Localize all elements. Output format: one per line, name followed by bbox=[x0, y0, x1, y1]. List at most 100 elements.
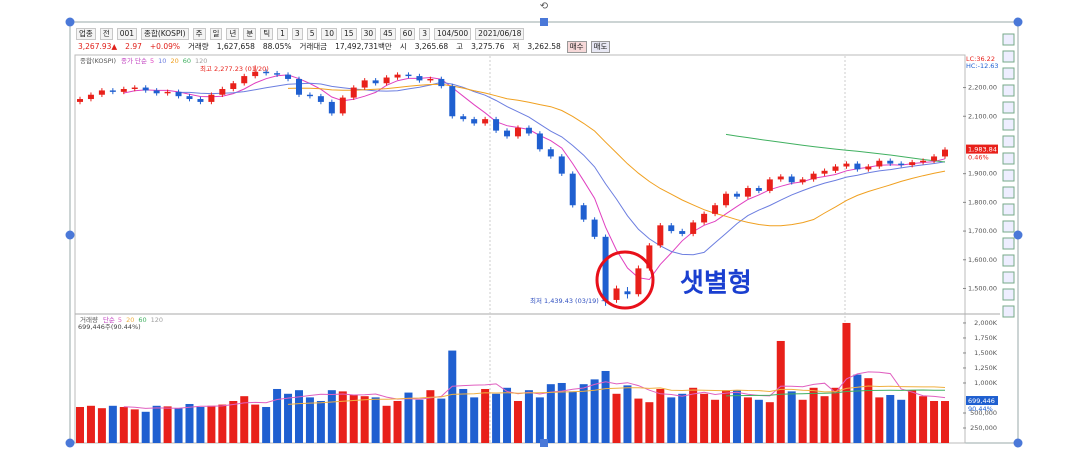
tool-icon[interactable] bbox=[1002, 50, 1015, 63]
toolbar-item[interactable]: 종합(KOSPI) bbox=[141, 28, 189, 40]
tool-icon[interactable] bbox=[1002, 186, 1015, 199]
quote-item[interactable]: 88.05% bbox=[262, 42, 292, 51]
toolbar-item[interactable]: 1 bbox=[277, 28, 288, 40]
toolbar-item[interactable]: 3 bbox=[419, 28, 430, 40]
tool-icon[interactable] bbox=[1002, 203, 1015, 216]
volume-bar bbox=[196, 406, 205, 443]
volume-bar bbox=[853, 374, 862, 443]
volume-bar bbox=[152, 405, 161, 443]
tool-icon[interactable] bbox=[1002, 152, 1015, 165]
quote-item[interactable]: 1,627,658 bbox=[216, 42, 255, 51]
volume-bar bbox=[503, 387, 512, 443]
quote-item[interactable]: 2.97 bbox=[125, 42, 142, 51]
volume-bar bbox=[678, 393, 687, 443]
last-price-label: 1,983.84 bbox=[968, 146, 997, 154]
toolbar-item[interactable]: 3 bbox=[291, 28, 303, 40]
volume-bar bbox=[722, 390, 731, 443]
candle-body bbox=[613, 288, 620, 300]
candle-body bbox=[821, 170, 828, 174]
toolbar-item[interactable]: 60 bbox=[399, 28, 416, 40]
rotate-handle[interactable]: ⟲ bbox=[540, 1, 549, 12]
candle-body bbox=[832, 166, 839, 171]
selection-handle[interactable] bbox=[65, 17, 75, 27]
candle-body bbox=[624, 291, 631, 295]
volume-bar bbox=[130, 409, 139, 443]
toolbar-item[interactable]: 업종 bbox=[76, 28, 96, 40]
tool-icon[interactable] bbox=[1002, 33, 1015, 46]
volume-bar bbox=[141, 411, 150, 443]
quote-item[interactable]: 3,262.58 bbox=[527, 42, 561, 51]
quote-item[interactable]: 3,275.76 bbox=[471, 42, 505, 51]
tool-icon[interactable] bbox=[1002, 118, 1015, 131]
candle-body bbox=[865, 166, 872, 170]
quote-item[interactable]: 매수 bbox=[566, 41, 587, 53]
quote-item[interactable]: 시 bbox=[399, 42, 407, 51]
toolbar-item[interactable]: 2021/06/18 bbox=[475, 28, 525, 40]
tool-icon[interactable] bbox=[1002, 288, 1015, 301]
candle-body bbox=[274, 73, 281, 75]
legend-entry: 5 bbox=[118, 316, 122, 324]
volume-bar bbox=[316, 400, 325, 443]
volume-bar bbox=[294, 390, 303, 443]
toolbar-item[interactable]: 001 bbox=[116, 28, 138, 40]
low-annotation: 최저 1,439.43 (03/19) → bbox=[530, 296, 607, 305]
volume-bar bbox=[700, 393, 709, 443]
quote-item[interactable]: 거래대금 bbox=[299, 42, 328, 51]
toolbar-item[interactable]: 일 bbox=[209, 28, 223, 40]
volume-bar bbox=[437, 398, 446, 443]
quote-item[interactable]: 매도 bbox=[590, 41, 611, 53]
tool-icon[interactable] bbox=[1002, 67, 1015, 80]
tool-icon[interactable] bbox=[1002, 254, 1015, 267]
volume-bar bbox=[787, 391, 796, 443]
selection-handle[interactable] bbox=[540, 18, 548, 26]
chart-title: 종합(KOSPI) bbox=[80, 56, 116, 65]
volume-bar bbox=[404, 392, 413, 443]
toolbar-item[interactable]: 45 bbox=[380, 28, 396, 40]
toolbar-item[interactable]: 주 bbox=[192, 28, 206, 40]
y-tick-label: 1,250K bbox=[974, 364, 998, 372]
toolbar-item[interactable]: 년 bbox=[226, 28, 240, 40]
volume-bar bbox=[557, 382, 566, 443]
toolbar-item[interactable]: 10 bbox=[321, 28, 338, 40]
legend-entry: 120 bbox=[151, 316, 163, 324]
tool-icon[interactable] bbox=[1002, 305, 1015, 318]
toolbar-item[interactable]: 분 bbox=[243, 28, 257, 40]
volume-bar bbox=[513, 400, 522, 443]
quote-item[interactable]: 3,267.93▲ bbox=[78, 42, 118, 51]
toolbar-item[interactable]: 30 bbox=[360, 28, 377, 40]
selection-handle[interactable] bbox=[1013, 230, 1023, 240]
quote-item[interactable]: 3,265.68 bbox=[414, 42, 449, 51]
legend-entry: 20 bbox=[170, 57, 178, 65]
quote-item[interactable]: 고 bbox=[456, 42, 464, 51]
volume-bar bbox=[448, 350, 457, 443]
selection-handle[interactable] bbox=[1013, 17, 1023, 27]
moving-average bbox=[287, 385, 946, 405]
tool-icon[interactable] bbox=[1002, 101, 1015, 114]
candle-body bbox=[766, 179, 773, 191]
toolbar-item[interactable]: 전 bbox=[99, 28, 113, 40]
quote-item[interactable]: 거래량 bbox=[188, 42, 209, 51]
toolbar-item[interactable]: 104/500 bbox=[434, 28, 472, 40]
quote-item[interactable]: 저 bbox=[512, 42, 520, 51]
toolbar-item[interactable]: 5 bbox=[306, 28, 318, 40]
tool-icon[interactable] bbox=[1002, 84, 1015, 97]
tool-icon[interactable] bbox=[1002, 271, 1015, 284]
selection-handle[interactable] bbox=[540, 439, 548, 447]
tool-icon[interactable] bbox=[1002, 220, 1015, 233]
y-tick-label: 500,000 bbox=[970, 409, 997, 417]
toolbar-item[interactable]: 틱 bbox=[260, 28, 274, 40]
candle-body bbox=[646, 245, 653, 269]
quote-item[interactable]: +0.09% bbox=[149, 42, 180, 51]
selection-handle[interactable] bbox=[65, 438, 75, 448]
toolbar-item[interactable]: 15 bbox=[341, 28, 357, 40]
selection-handle[interactable] bbox=[65, 230, 75, 240]
hc-label: HC:-12.63 bbox=[966, 62, 999, 70]
selection-handle[interactable] bbox=[1013, 438, 1023, 448]
volume-bar bbox=[229, 400, 238, 443]
highlight-circle bbox=[595, 250, 655, 310]
tool-icon[interactable] bbox=[1002, 169, 1015, 182]
tool-icon[interactable] bbox=[1002, 135, 1015, 148]
volume-bar bbox=[754, 399, 763, 443]
quote-item[interactable]: 17,492,731백만 bbox=[335, 42, 392, 51]
tool-icon[interactable] bbox=[1002, 237, 1015, 250]
